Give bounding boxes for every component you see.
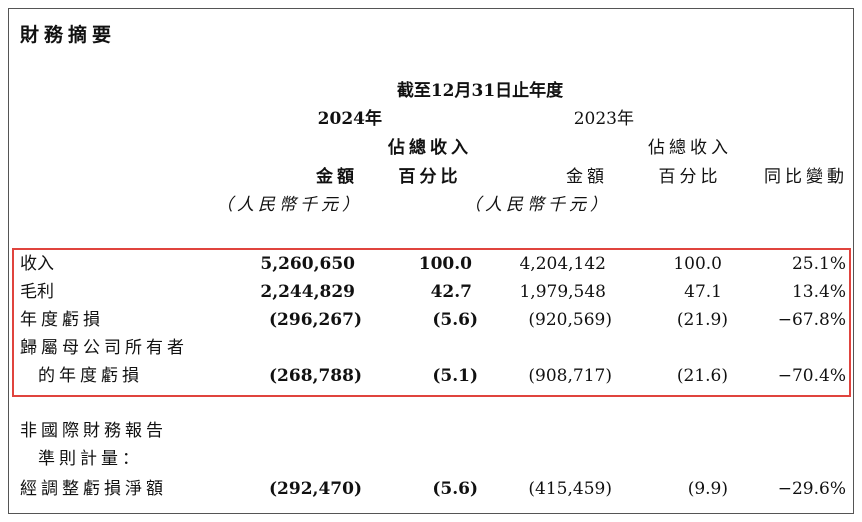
row-change: 13.4% bbox=[791, 282, 846, 302]
nonifrs-2024-pct: (5.6) bbox=[432, 479, 478, 499]
row-change: −70.4% bbox=[777, 366, 846, 386]
nonifrs-2023-amount: (415,459) bbox=[528, 479, 612, 499]
change-header: 同比變動 bbox=[764, 167, 848, 187]
row-label: 毛利 bbox=[20, 282, 54, 302]
row-2024-pct: (5.6) bbox=[432, 310, 478, 330]
row-2023-amount: (908,717) bbox=[528, 366, 612, 386]
nonifrs-change: −29.6% bbox=[777, 479, 846, 499]
pct-header-2024-line1: 佔總收入 bbox=[388, 138, 472, 158]
period-header: 截至12月31日止年度 bbox=[396, 81, 564, 101]
row-2023-amount: 1,979,548 bbox=[519, 282, 606, 302]
nonifrs-2024-amount: (292,470) bbox=[269, 479, 362, 499]
nonifrs-label-line3: 經調整虧損淨額 bbox=[20, 479, 167, 499]
row-2023-pct: (21.9) bbox=[676, 310, 728, 330]
row-2023-pct: 47.1 bbox=[684, 282, 722, 302]
pct-header-2024-line2: 百分比 bbox=[398, 167, 462, 187]
row-2023-pct: (21.6) bbox=[676, 366, 728, 386]
row-change: −67.8% bbox=[777, 310, 846, 330]
row-2024-pct: 100.0 bbox=[418, 254, 472, 274]
row-2024-amount: 2,244,829 bbox=[260, 282, 355, 302]
nonifrs-label-line2: 準則計量： bbox=[38, 449, 143, 469]
row-2024-amount: 5,260,650 bbox=[260, 254, 355, 274]
row-2024-pct: 42.7 bbox=[430, 282, 472, 302]
unit-2024: （人民幣千元） bbox=[216, 195, 363, 215]
row-label: 年度虧損 bbox=[20, 310, 104, 330]
row-2023-amount: 4,204,142 bbox=[519, 254, 606, 274]
row-2024-amount: (296,267) bbox=[269, 310, 362, 330]
amount-header-2023: 金額 bbox=[566, 167, 608, 187]
row-2023-pct: 100.0 bbox=[673, 254, 722, 274]
unit-2023: （人民幣千元） bbox=[464, 195, 611, 215]
amount-header-2024: 金額 bbox=[316, 167, 358, 187]
row-change: 25.1% bbox=[791, 254, 846, 274]
row-label: 收入 bbox=[20, 254, 54, 274]
row-2023-amount: (920,569) bbox=[528, 310, 612, 330]
row-2024-pct: (5.1) bbox=[432, 366, 478, 386]
summary-panel bbox=[8, 8, 854, 514]
nonifrs-2023-pct: (9.9) bbox=[687, 479, 728, 499]
highlight-box bbox=[12, 248, 851, 397]
year-2023-header: 2023年 bbox=[573, 109, 634, 129]
row-label: 歸屬母公司所有者 bbox=[20, 338, 188, 358]
row-label-cont: 的年度虧損 bbox=[38, 366, 143, 386]
pct-header-2023-line1: 佔總收入 bbox=[648, 138, 732, 158]
year-2024-header: 2024年 bbox=[317, 109, 382, 129]
pct-header-2023-line2: 百分比 bbox=[658, 167, 722, 187]
nonifrs-label-line1: 非國際財務報告 bbox=[20, 421, 167, 441]
page-title: 財務摘要 bbox=[20, 24, 117, 46]
row-2024-amount: (268,788) bbox=[269, 366, 362, 386]
